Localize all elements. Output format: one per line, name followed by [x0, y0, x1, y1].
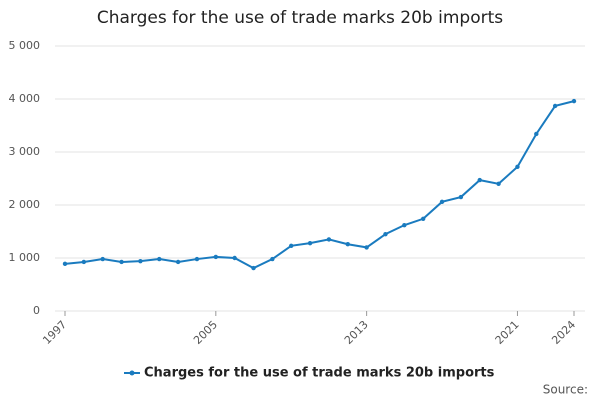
chart-title: Charges for the use of trade marks 20b i…: [97, 8, 503, 28]
y-tick-label: 5 000: [9, 39, 41, 52]
y-tick-label: 2 000: [9, 198, 41, 211]
point: [458, 194, 464, 200]
point: [157, 256, 162, 262]
y-tick-label: 1 000: [9, 251, 41, 264]
point: [534, 131, 539, 137]
point: [383, 231, 388, 237]
point: [552, 103, 558, 109]
point: [62, 261, 68, 267]
point: [194, 256, 200, 262]
point: [571, 98, 577, 104]
x-tick-label: 2024: [549, 318, 578, 347]
point: [251, 265, 256, 271]
point: [138, 258, 143, 264]
x-tick-label: 2013: [342, 318, 371, 347]
source: Source:: [543, 383, 588, 397]
point: [100, 256, 105, 262]
point: [477, 177, 482, 183]
point: [81, 259, 87, 265]
y-tick-label: 3 000: [9, 145, 41, 158]
point: [420, 216, 426, 221]
x-tick-label: 2005: [191, 318, 220, 347]
y-tick-label: 0: [33, 304, 40, 317]
point: [402, 222, 407, 228]
y-tick-label: 4 000: [9, 92, 41, 105]
x-tick-label: 2021: [493, 318, 522, 347]
point: [289, 243, 294, 249]
point: [213, 254, 219, 260]
point: [515, 164, 520, 170]
point: [232, 255, 237, 261]
legend-label: Charges for the use of trade marks 20b i…: [144, 366, 495, 381]
point: [345, 242, 350, 247]
point: [270, 256, 275, 262]
point: [119, 259, 124, 265]
point: [175, 259, 181, 265]
x-tick-label: 1997: [40, 318, 69, 347]
legend-marker: [129, 370, 135, 376]
point: [326, 237, 332, 242]
point: [307, 240, 313, 246]
point: [364, 245, 369, 250]
series-line: [64, 100, 575, 270]
point: [496, 181, 501, 186]
point: [439, 199, 445, 205]
